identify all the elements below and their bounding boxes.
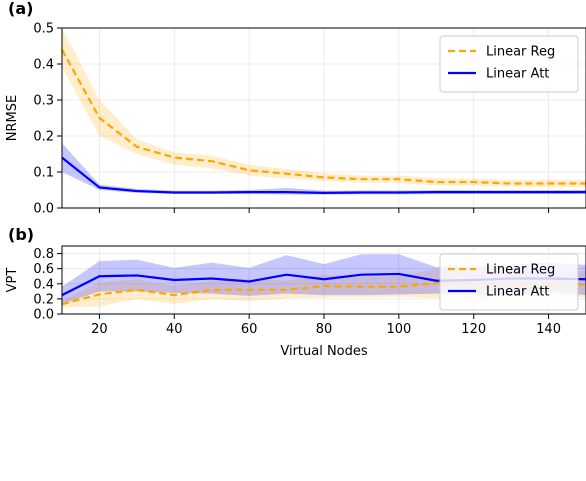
legend-label-linear-reg: Linear Reg [486, 263, 555, 278]
x-tick-label: 20 [91, 322, 108, 337]
y-tick-label: 0.0 [33, 308, 54, 323]
y-tick-label: 0.1 [33, 166, 54, 181]
y-axis-label: VPT [5, 268, 20, 293]
y-tick-label: 0.8 [33, 247, 54, 262]
series-line-linear-reg [61, 49, 586, 185]
panel-label: (b) [8, 225, 34, 244]
x-tick-label: 140 [536, 322, 561, 337]
x-tick-label: 120 [461, 322, 486, 337]
legend-label-linear-att: Linear Att [486, 285, 549, 300]
y-axis-label: NRMSE [5, 95, 20, 141]
y-tick-label: 0.3 [33, 94, 54, 109]
x-axis-label: Virtual Nodes [280, 344, 368, 359]
y-tick-label: 0.2 [33, 292, 54, 307]
x-tick-label: 40 [166, 322, 183, 337]
panel-b: 20 40 60 80 100 120 140 0.00.20.40.60.8 VPT Virtu… [5, 225, 586, 359]
panel-label: (a) [8, 0, 33, 18]
y-tick-label: 0.0 [33, 202, 54, 217]
x-tick-label: 60 [241, 322, 258, 337]
legend-label-linear-att: Linear Att [486, 67, 549, 82]
y-tick-label: 0.5 [33, 22, 54, 37]
x-tick-label: 80 [316, 322, 333, 337]
y-tick-label: 0.6 [33, 262, 54, 277]
x-tick-label: 100 [386, 322, 411, 337]
y-tick-label: 0.4 [33, 277, 54, 292]
series-line-linear-reg [61, 281, 586, 306]
series-line-linear-att [61, 156, 586, 194]
y-tick-label: 0.2 [33, 130, 54, 145]
y-tick-label: 0.4 [33, 58, 54, 73]
panel-a: 0.0 0.1 0.2 0.3 0.4 0.5 NRMSE (a) Linear Reg Line… [5, 0, 586, 217]
legend-label-linear-reg: Linear Reg [486, 45, 555, 60]
